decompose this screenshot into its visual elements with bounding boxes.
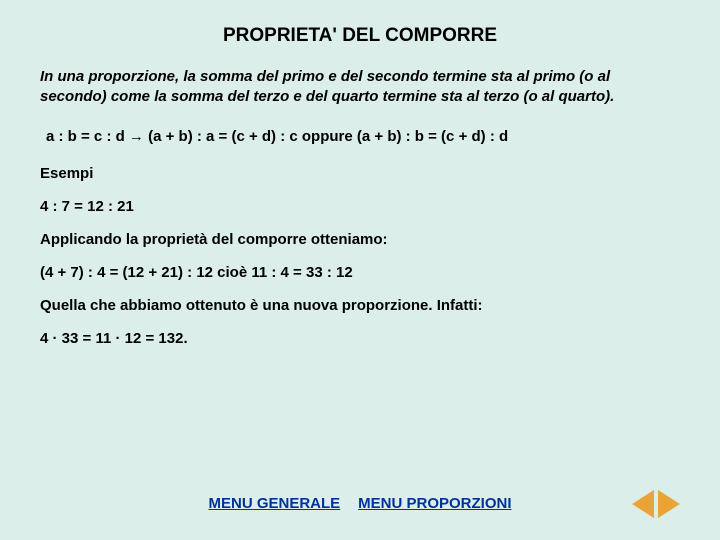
page-title: PROPRIETA' DEL COMPORRE [40,25,680,47]
nav-arrows [632,490,680,518]
definition-text: In una proporzione, la somma del primo e… [40,67,680,106]
formula-line: a : b = c : d → (a + b) : a = (c + d) : … [40,128,680,145]
prev-arrow-icon[interactable] [632,490,654,518]
example-line-1: 4 : 7 = 12 : 21 [40,198,680,215]
nav-bar: MENU GENERALE MENU PROPORZIONI [0,495,720,512]
menu-proporzioni-link[interactable]: MENU PROPORZIONI [358,495,511,512]
example-line-2: Applicando la proprietà del comporre ott… [40,231,680,248]
example-line-4: Quella che abbiamo ottenuto è una nuova … [40,297,680,314]
examples-label: Esempi [40,165,680,182]
example-line-5: 4 · 33 = 11 · 12 = 132. [40,330,680,347]
next-arrow-icon[interactable] [658,490,680,518]
menu-general-link[interactable]: MENU GENERALE [208,495,340,512]
example-line-3: (4 + 7) : 4 = (12 + 21) : 12 cioè 11 : 4… [40,264,680,281]
